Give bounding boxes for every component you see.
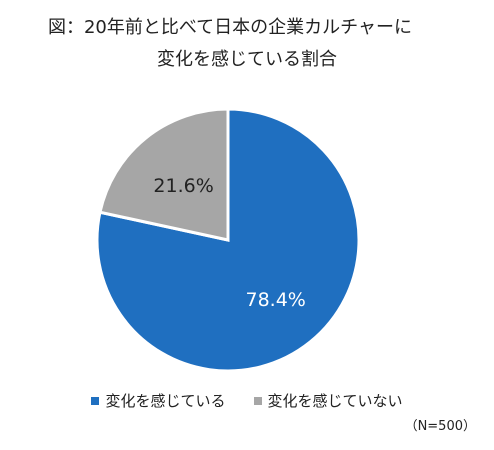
legend: 変化を感じている 変化を感じていない <box>0 390 494 411</box>
legend-label-not-changed: 変化を感じていない <box>267 392 403 410</box>
pie-slice-not-changed <box>98 107 230 242</box>
slice-label-changed: 78.4% <box>246 289 306 311</box>
chart-title-line2: 変化を感じている割合 <box>157 49 337 70</box>
chart-title-line1: 図：20年前と比べて日本の企業カルチャーに <box>47 17 412 38</box>
legend-swatch-changed <box>91 396 100 405</box>
legend-label-changed: 変化を感じている <box>105 392 226 410</box>
sample-size-note: （N=500） <box>404 419 476 434</box>
legend-item-changed: 変化を感じている <box>91 390 226 411</box>
legend-swatch-not-changed <box>253 396 262 405</box>
chart-title: 図：20年前と比べて日本の企業カルチャーに 変化を感じている割合 <box>0 12 494 76</box>
legend-item-not-changed: 変化を感じていない <box>253 390 403 411</box>
pie-slice-changed <box>95 107 361 373</box>
slice-label-not-changed: 21.6% <box>153 175 213 197</box>
